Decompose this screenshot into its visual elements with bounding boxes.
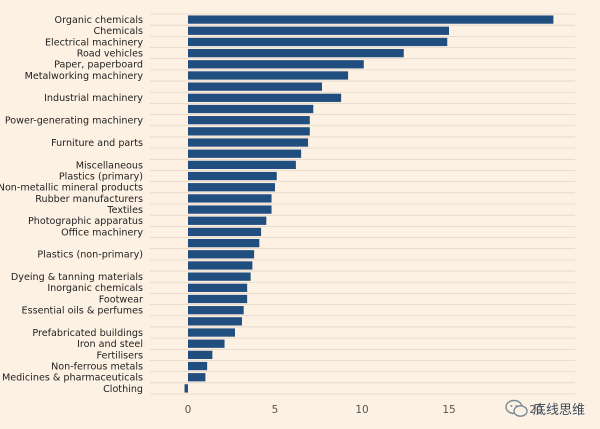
bar — [188, 317, 242, 326]
bar — [188, 26, 449, 35]
category-label: Road vehicles — [77, 49, 143, 60]
category-label: Rubber manufacturers — [35, 194, 143, 205]
bars — [184, 15, 554, 393]
category-label: Electrical machinery — [45, 37, 143, 48]
x-tick-label: 15 — [442, 404, 455, 416]
category-label: Chemicals — [93, 26, 143, 37]
bar — [188, 48, 404, 58]
bar — [188, 250, 255, 259]
bar — [188, 15, 554, 24]
bar — [188, 171, 277, 181]
bar — [184, 384, 188, 393]
category-label: Plastics (non-primary) — [37, 250, 143, 261]
wechat-icon — [505, 399, 528, 417]
bar — [188, 373, 206, 382]
x-axis-ticks: 0 5 10 15 20 — [185, 404, 543, 416]
category-label: Non-metallic mineral products — [0, 183, 143, 194]
category-label: Textiles — [106, 205, 143, 216]
bar — [188, 216, 267, 225]
bar — [188, 127, 310, 136]
category-label: Iron and steel — [77, 339, 143, 350]
category-label: Medicines & pharmaceuticals — [2, 373, 143, 384]
bar — [188, 261, 253, 270]
bar — [188, 350, 213, 360]
bar — [188, 272, 251, 281]
x-tick-label: 5 — [272, 404, 279, 416]
category-label: Plastics (primary) — [59, 171, 143, 182]
watermark-text: 底线思维 — [533, 403, 586, 418]
category-label: Paper, paperboard — [54, 60, 143, 71]
bar — [188, 160, 296, 170]
category-label: Inorganic chemicals — [47, 283, 143, 294]
bar — [188, 227, 262, 237]
bar — [188, 93, 342, 102]
bar — [188, 116, 310, 125]
category-label: Power-generating machinery — [5, 116, 143, 127]
bar — [188, 82, 322, 91]
bar — [188, 60, 364, 69]
bar — [188, 183, 275, 192]
category-label: Furniture and parts — [51, 138, 143, 149]
category-label: Non-ferrous metals — [51, 361, 143, 372]
bar — [188, 283, 248, 292]
category-label: Prefabricated buildings — [32, 328, 143, 339]
watermark: 底线思维 — [505, 398, 597, 420]
bar — [188, 149, 302, 158]
category-label: Essential oils & perfumes — [22, 306, 143, 317]
gridlines — [150, 13, 575, 395]
category-label: Industrial machinery — [44, 93, 143, 104]
category-label: Photographic apparatus — [28, 216, 143, 227]
bar — [188, 238, 260, 248]
category-label: Metalworking machinery — [25, 71, 144, 82]
x-tick-label: 0 — [185, 404, 192, 416]
bar — [188, 104, 314, 114]
category-label: Fertilisers — [97, 350, 143, 361]
x-tick-label: 10 — [355, 404, 368, 416]
bar — [188, 194, 272, 203]
category-label: Dyeing & tanning materials — [11, 272, 143, 283]
bar — [188, 328, 235, 337]
bar — [188, 339, 225, 348]
x-tick-label: 20 — [529, 404, 542, 416]
category-label: Office machinery — [61, 227, 143, 238]
category-label: Clothing — [103, 384, 143, 395]
bar — [188, 37, 448, 47]
category-label: Organic chemicals — [55, 15, 143, 26]
category-label: Miscellaneous — [76, 160, 143, 171]
bar — [188, 306, 244, 315]
bar — [188, 205, 272, 214]
category-label: Footwear — [99, 294, 143, 305]
bar — [188, 71, 349, 80]
bar — [188, 294, 248, 304]
bar — [188, 138, 309, 147]
bar — [188, 361, 208, 371]
